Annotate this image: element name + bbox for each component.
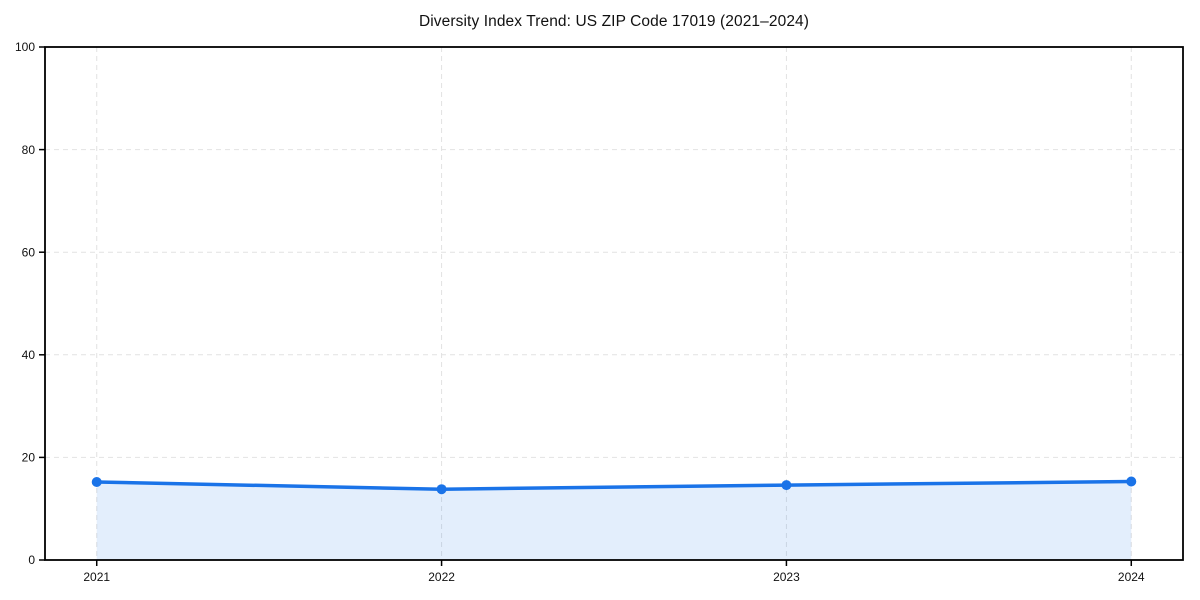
x-tick-label: 2024 — [1118, 570, 1145, 584]
chart-title: Diversity Index Trend: US ZIP Code 17019… — [418, 13, 810, 30]
data-point — [781, 480, 792, 491]
x-tick-label: 2023 — [773, 570, 800, 584]
trend-line — [94, 479, 1134, 491]
y-tick-label: 60 — [22, 245, 36, 259]
data-point — [91, 477, 102, 488]
data-point — [1126, 476, 1137, 487]
x-tick-label: 2022 — [428, 570, 455, 584]
y-tick-label: 100 — [15, 40, 35, 54]
y-tick-label: 40 — [22, 348, 36, 362]
data-point — [436, 484, 447, 495]
y-tick-label: 20 — [22, 451, 36, 465]
area-fill — [96, 481, 1132, 560]
plot-border — [44, 46, 1184, 561]
y-tick-label: 80 — [22, 143, 36, 157]
x-tick-label: 2021 — [83, 570, 110, 584]
y-tick-label: 0 — [28, 553, 35, 567]
